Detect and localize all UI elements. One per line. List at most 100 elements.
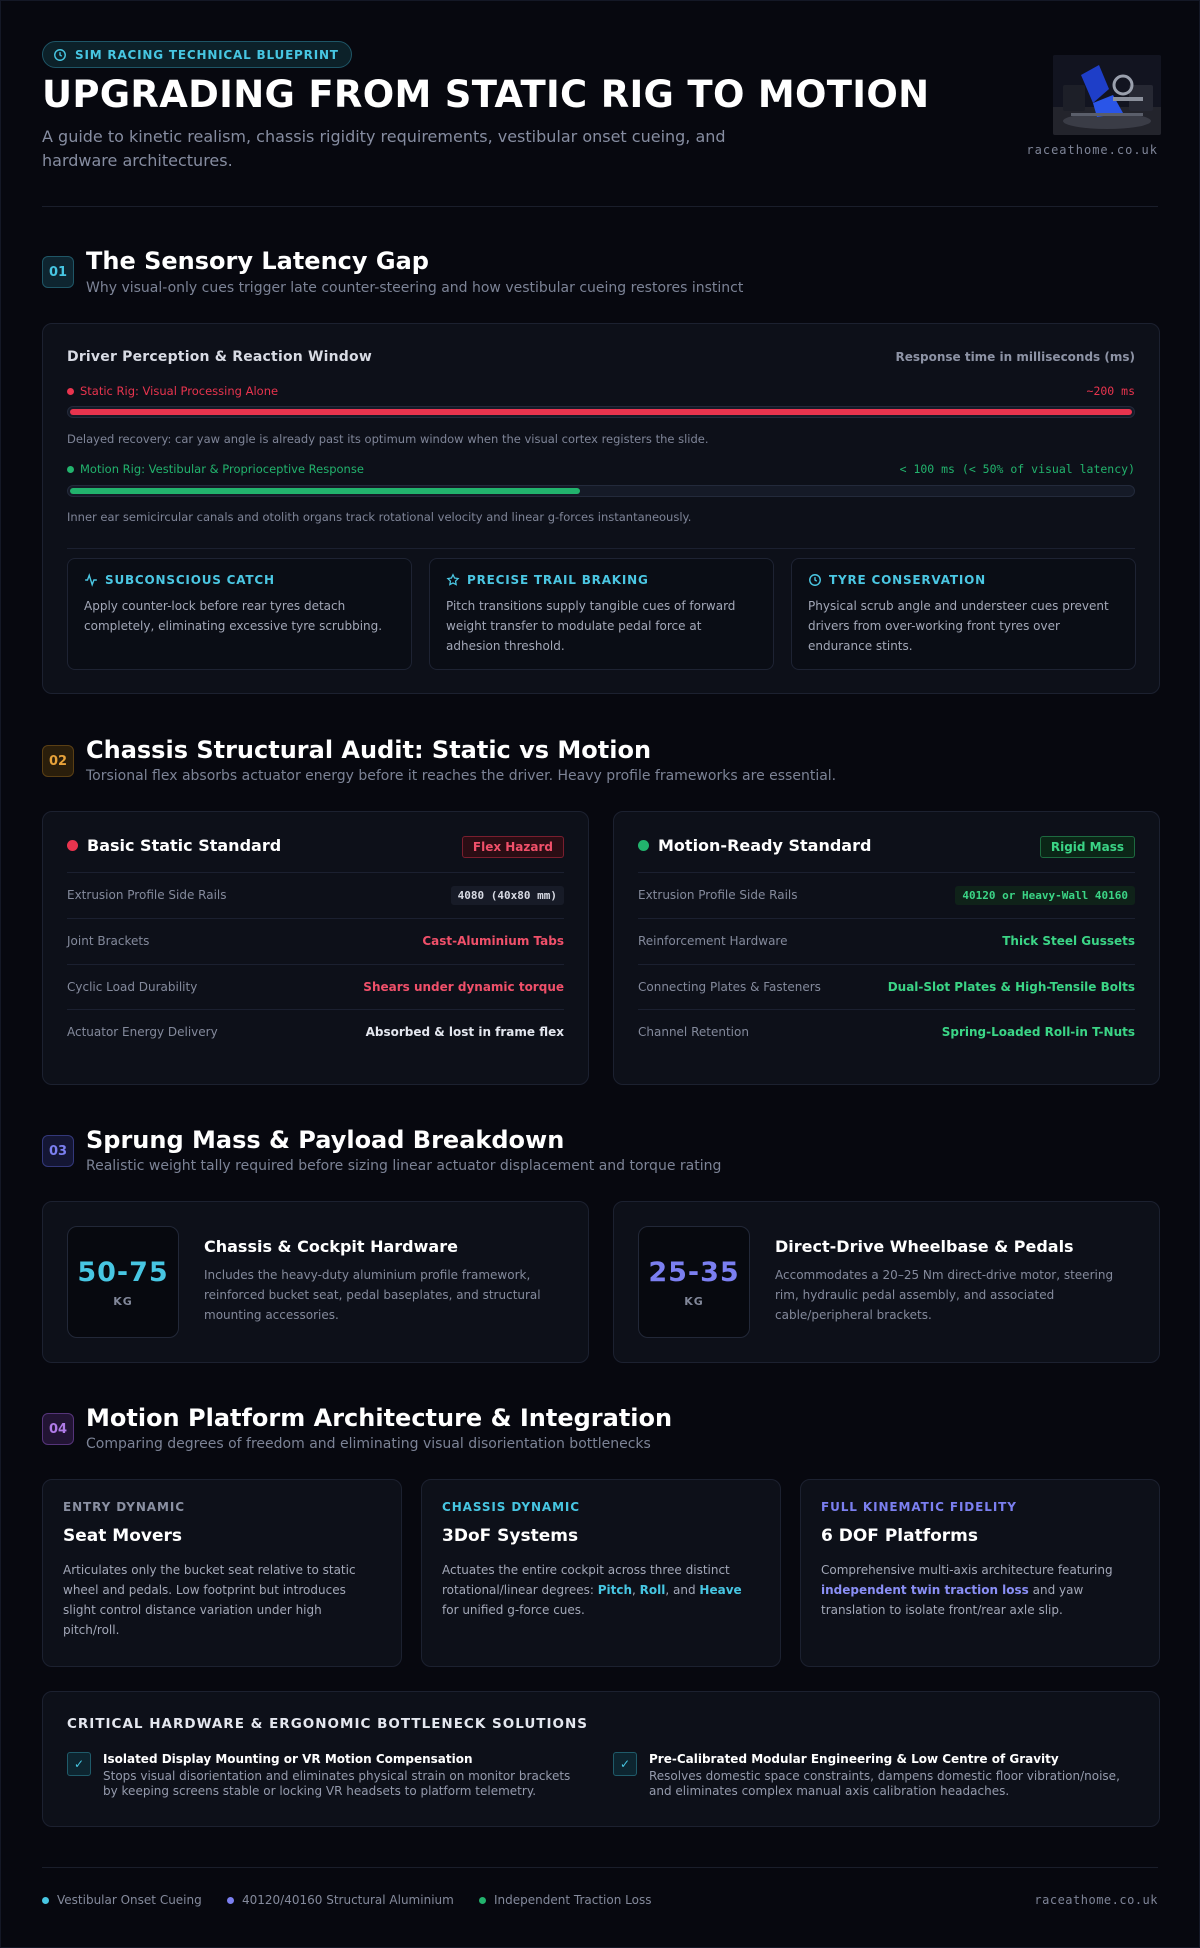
footer-tag: 40120/40160 Structural Aluminium — [227, 1893, 454, 1907]
motion-standard-title: Motion-Ready Standard — [638, 836, 871, 855]
mass-card-body: Includes the heavy-duty aluminium profil… — [204, 1268, 541, 1322]
rigid-mass-badge: Rigid Mass — [1039, 836, 1135, 858]
highlight-roll: Roll — [639, 1583, 666, 1597]
highlight-traction-loss: independent twin traction loss — [821, 1583, 1029, 1597]
section-title: Chassis Structural Audit: Static vs Moti… — [86, 736, 652, 764]
section-number: 02 — [42, 745, 74, 777]
spec-value: Dual-Slot Plates & High-Tensile Bolts — [887, 980, 1135, 994]
footer-tag-label: Vestibular Onset Cueing — [57, 1893, 202, 1907]
mass-range-value: 25-35 — [648, 1256, 740, 1288]
latency-units-label: Response time in milliseconds (ms) — [895, 350, 1135, 364]
static-standard-title: Basic Static Standard — [67, 836, 281, 855]
section-subtitle: Why visual-only cues trigger late counte… — [86, 280, 744, 296]
green-dot-icon — [638, 840, 649, 851]
motion-latency-bar-fill — [70, 488, 580, 494]
bottleneck-item-title: Pre-Calibrated Modular Engineering & Low… — [649, 1752, 1059, 1766]
platform-body: Articulates only the bucket seat relativ… — [63, 1563, 356, 1637]
footer-tag-label: 40120/40160 Structural Aluminium — [242, 1893, 454, 1907]
footer-divider — [42, 1867, 1158, 1868]
mass-range-box: 25-35 KG — [638, 1226, 750, 1338]
spec-key: Joint Brackets — [67, 934, 150, 948]
motion-latency-value: < 100 ms (< 50% of visual latency) — [899, 462, 1135, 476]
spec-key: Reinforcement Hardware — [638, 934, 788, 948]
feature-title: SUBCONSCIOUS CATCH — [84, 573, 395, 587]
bottleneck-item: ✓ Isolated Display Mounting or VR Motion… — [67, 1752, 587, 1799]
mass-card: 50-75 KG Chassis & Cockpit Hardware Incl… — [42, 1201, 589, 1363]
spec-key: Cyclic Load Durability — [67, 980, 198, 994]
spec-key: Extrusion Profile Side Rails — [638, 888, 798, 902]
static-latency-bar — [67, 406, 1135, 418]
spec-key: Actuator Energy Delivery — [67, 1025, 218, 1039]
feature-card: SUBCONSCIOUS CATCH Apply counter-lock be… — [67, 558, 412, 670]
platform-title: 3DoF Systems — [442, 1526, 579, 1546]
footer-tag: Independent Traction Loss — [479, 1893, 651, 1907]
static-latency-note: Delayed recovery: car yaw angle is alrea… — [67, 432, 709, 446]
spec-value: Cast-Aluminium Tabs — [422, 934, 564, 948]
footer-site: raceathome.co.uk — [1034, 1893, 1158, 1907]
feature-title: TYRE CONSERVATION — [808, 573, 1119, 587]
clock-icon — [54, 48, 66, 61]
spec-row: Joint Brackets Cast-Aluminium Tabs — [67, 918, 564, 963]
platform-body-text: , — [632, 1583, 640, 1597]
platform-body-text: Comprehensive multi-axis architecture fe… — [821, 1563, 1113, 1577]
section-title: The Sensory Latency Gap — [86, 247, 429, 275]
platform-body-text: Actuates the entire cockpit across three… — [442, 1563, 730, 1597]
platform-body: Comprehensive multi-axis architecture fe… — [821, 1560, 1139, 1620]
spec-value: 40120 or Heavy-Wall 40160 — [955, 885, 1135, 905]
spec-value: Thick Steel Gussets — [1002, 934, 1135, 948]
mass-range-box: 50-75 KG — [67, 1226, 179, 1338]
platform-card-6dof: FULL KINEMATIC FIDELITY 6 DOF Platforms … — [800, 1479, 1160, 1667]
feature-body: Apply counter-lock before rear tyres det… — [84, 599, 383, 633]
latency-card: Driver Perception & Reaction Window Resp… — [42, 323, 1160, 694]
highlight-heave: Heave — [699, 1583, 742, 1597]
spec-value: Absorbed & lost in frame flex — [365, 1025, 564, 1039]
platform-kicker: FULL KINEMATIC FIDELITY — [821, 1500, 1017, 1514]
spec-row: Actuator Energy Delivery Absorbed & lost… — [67, 1009, 564, 1054]
page-title: UPGRADING FROM STATIC RIG TO MOTION — [42, 73, 930, 116]
mass-unit: KG — [113, 1294, 133, 1308]
cyan-dot-icon — [42, 1896, 49, 1904]
platform-kicker: ENTRY DYNAMIC — [63, 1500, 185, 1514]
latency-card-title: Driver Perception & Reaction Window — [67, 349, 372, 365]
bottleneck-item-body: Resolves domestic space constraints, dam… — [649, 1769, 1120, 1798]
static-standard-card: Basic Static Standard Flex Hazard Extrus… — [42, 811, 589, 1085]
mass-card-title: Direct-Drive Wheelbase & Pedals — [775, 1237, 1074, 1256]
activity-icon — [85, 573, 97, 587]
motion-latency-label: Motion Rig: Vestibular & Proprioceptive … — [67, 462, 364, 476]
feature-body: Pitch transitions supply tangible cues o… — [446, 599, 736, 653]
bottleneck-card: CRITICAL HARDWARE & ERGONOMIC BOTTLENECK… — [42, 1691, 1160, 1827]
motion-standard-title-text: Motion-Ready Standard — [658, 836, 872, 855]
static-standard-title-text: Basic Static Standard — [87, 836, 282, 855]
spec-value: Shears under dynamic torque — [363, 980, 564, 994]
spec-row: Extrusion Profile Side Rails 40120 or He… — [638, 872, 1135, 917]
header-divider — [42, 206, 1158, 207]
motion-standard-card: Motion-Ready Standard Rigid Mass Extrusi… — [613, 811, 1160, 1085]
highlight-pitch: Pitch — [597, 1583, 633, 1597]
mass-card-title: Chassis & Cockpit Hardware — [204, 1237, 458, 1256]
feature-card: PRECISE TRAIL BRAKING Pitch transitions … — [429, 558, 774, 670]
footer-tag-label: Independent Traction Loss — [494, 1893, 652, 1907]
static-latency-label-text: Static Rig: Visual Processing Alone — [80, 384, 279, 398]
spec-key: Extrusion Profile Side Rails — [67, 888, 227, 902]
feature-body: Physical scrub angle and understeer cues… — [808, 599, 1109, 653]
section-number: 04 — [42, 1413, 74, 1445]
bottleneck-item: ✓ Pre-Calibrated Modular Engineering & L… — [613, 1752, 1133, 1799]
section-subtitle: Realistic weight tally required before s… — [86, 1158, 722, 1174]
motion-latency-label-text: Motion Rig: Vestibular & Proprioceptive … — [80, 462, 364, 476]
platform-body-text: , and — [665, 1583, 700, 1597]
spec-row: Channel Retention Spring-Loaded Roll-in … — [638, 1009, 1135, 1054]
page-subtitle: A guide to kinetic realism, chassis rigi… — [42, 127, 726, 170]
header-site-caption: raceathome.co.uk — [1026, 143, 1158, 157]
violet-dot-icon — [227, 1896, 234, 1904]
green-dot-icon — [479, 1896, 486, 1904]
feature-title-text: TYRE CONSERVATION — [829, 573, 986, 587]
spec-row: Extrusion Profile Side Rails 4080 (40x80… — [67, 872, 564, 917]
section-subtitle: Torsional flex absorbs actuator energy b… — [86, 768, 837, 784]
spec-row: Reinforcement Hardware Thick Steel Gusse… — [638, 918, 1135, 963]
section-title: Motion Platform Architecture & Integrati… — [86, 1404, 673, 1432]
spec-row: Cyclic Load Durability Shears under dyna… — [67, 964, 564, 1009]
static-latency-bar-fill — [70, 409, 1132, 415]
section-subtitle: Comparing degrees of freedom and elimina… — [86, 1436, 651, 1452]
red-dot-icon — [67, 387, 74, 395]
